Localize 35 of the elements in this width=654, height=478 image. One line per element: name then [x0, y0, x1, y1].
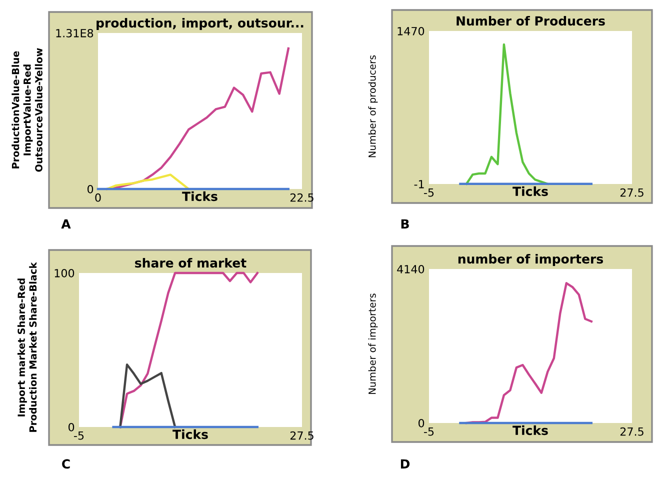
- chart-title: production, import, outsour...: [96, 18, 304, 30]
- line-series: [465, 43, 549, 186]
- x-axis-title: Ticks: [172, 429, 208, 440]
- text: D: [400, 459, 410, 468]
- text: A: [61, 219, 71, 228]
- y-tick-label: 100: [54, 268, 74, 278]
- x-tick-label: -5: [424, 188, 434, 197]
- line-series: [119, 364, 176, 428]
- chart-title: number of importers: [458, 254, 604, 266]
- text: C: [62, 459, 70, 469]
- y-tick-label: 1470: [398, 26, 424, 36]
- x-tick-label: 22.5: [290, 193, 314, 202]
- chart-title: Number of Producers: [456, 16, 605, 26]
- x-axis-title: Ticks: [182, 191, 218, 202]
- line-series: [119, 272, 259, 428]
- x-axis-title: Ticks: [512, 186, 548, 196]
- y-axis-title: ProductionValue-Blue ImportValue-Red OutsourceValue-Yellow: [12, 48, 42, 172]
- y-tick-label: 1.31E8: [56, 28, 94, 38]
- y-axis-title: Number of producers: [368, 55, 378, 158]
- y-axis-title: Import market Share-Red Production Market Share-Black: [17, 262, 37, 432]
- x-axis-title: Ticks: [512, 425, 548, 436]
- line-series: [106, 174, 190, 190]
- text: B: [401, 219, 409, 228]
- chart-title: share of market: [135, 258, 246, 268]
- x-tick-label: 27.5: [620, 427, 644, 436]
- y-tick-label: 4140: [397, 264, 424, 274]
- x-tick-label: -5: [424, 428, 434, 436]
- x-tick-label: 27.5: [290, 431, 314, 440]
- x-tick-label: 0: [95, 193, 101, 202]
- x-tick-label: 27.5: [620, 188, 644, 197]
- y-tick-label: -1: [414, 180, 424, 188]
- y-axis-title: Number of importers: [368, 294, 378, 394]
- line-series: [465, 282, 593, 424]
- y-tick-label: 0: [418, 418, 424, 428]
- x-tick-label: -5: [74, 432, 84, 440]
